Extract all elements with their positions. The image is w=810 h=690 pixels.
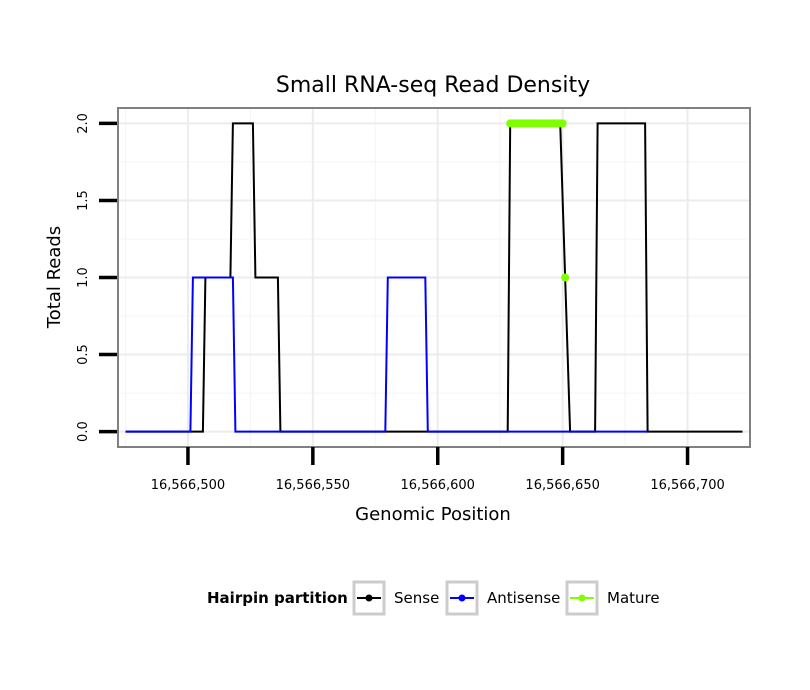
x-tick-label: 16,566,650 (525, 478, 599, 493)
x-axis-label: Genomic Position (355, 504, 511, 525)
y-tick-label: 2.0 (76, 113, 91, 134)
y-tick-label: 1.5 (76, 190, 91, 211)
x-tick-label: 16,566,550 (276, 478, 350, 493)
chart-title: Small RNA-seq Read Density (276, 73, 590, 98)
x-tick-label: 16,566,700 (650, 478, 724, 493)
y-tick-label: 0.0 (76, 421, 91, 442)
legend-swatch-dot-antisense (458, 594, 466, 602)
plot-panel-border (117, 107, 751, 448)
legend-label-antisense: Antisense (487, 589, 560, 607)
legend-swatch-dot-mature (578, 594, 586, 602)
y-tick-label: 0.5 (76, 344, 91, 365)
series-layer (125, 119, 743, 433)
legend-label-mature: Mature (607, 589, 660, 607)
x-tick-label: 16,566,600 (401, 478, 475, 493)
legend-title: Hairpin partition (207, 589, 348, 607)
mature-point (558, 119, 567, 128)
legend-label-sense: Sense (394, 589, 439, 607)
legend-swatch-dot-sense (365, 594, 373, 602)
y-tick-label: 1.0 (76, 267, 91, 288)
y-axis: 0.0 0.5 1.0 1.5 2.0 (76, 113, 117, 442)
mature-point (561, 273, 570, 282)
x-tick-label: 16,566,500 (151, 478, 225, 493)
y-axis-label: Total Reads (44, 226, 65, 329)
x-axis: 16,566,500 16,566,550 16,566,600 16,566,650… (151, 447, 725, 493)
legend: Hairpin partition Sense Antisense Mature (207, 580, 660, 616)
series-line-antisense (125, 276, 648, 433)
